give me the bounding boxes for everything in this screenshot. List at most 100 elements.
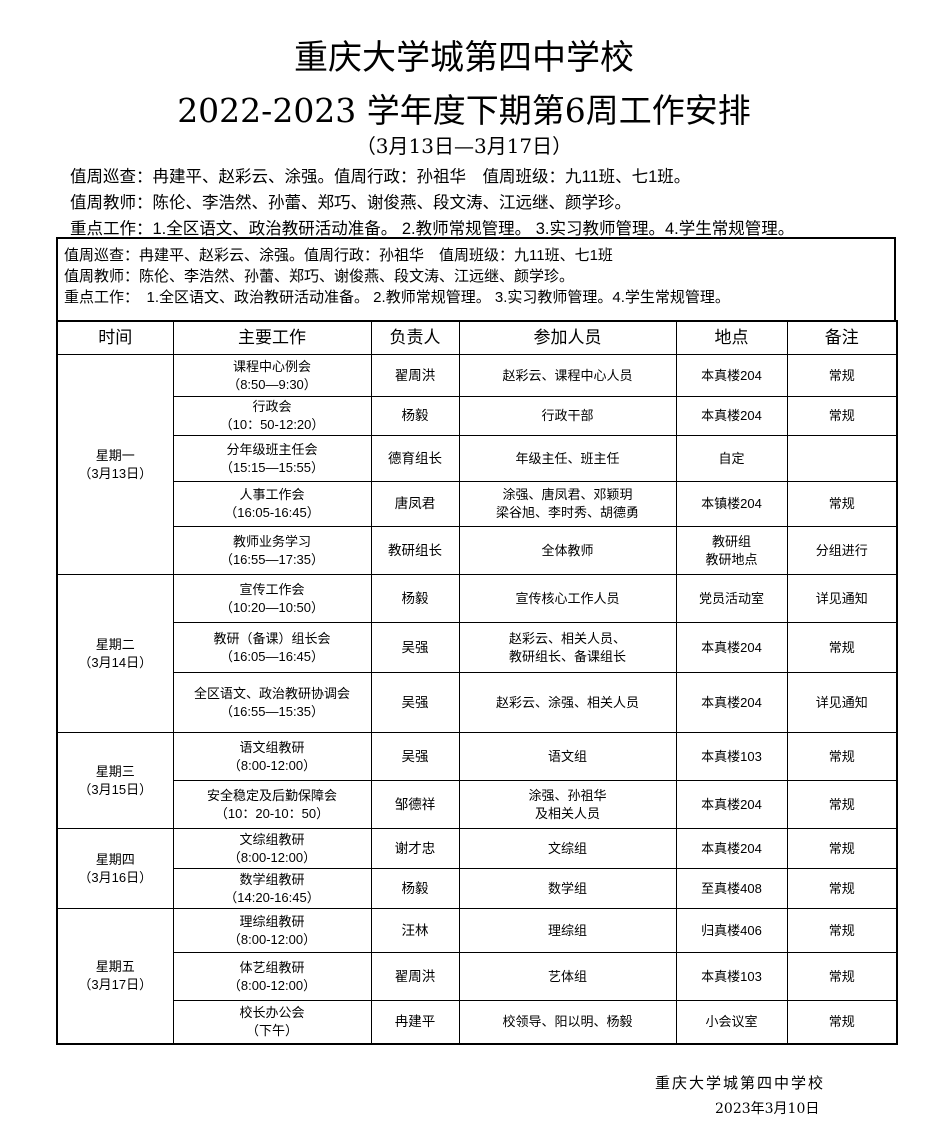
work-cell: 行政会 （10：50-12:20） (172, 396, 372, 436)
info-box: 值周巡查：冉建平、赵彩云、涂强。值周行政：孙祖华 值周班级：九11班、七1班 值… (56, 237, 896, 320)
table-row: 星期二 （3月14日） 宣传工作会 （10:20—10:50） 杨毅 宣传核心工作人员 党员… (56, 574, 898, 733)
box-line-patrol: 值周巡查：冉建平、赵彩云、涂强。值周行政：孙祖华 值周班级：九11班、七1班 (64, 247, 613, 264)
note-cell (786, 435, 898, 482)
table-row: 安全稳定及后勤保障会 （10：20-10：50） 邹德祥 涂强、孙祖华 及相关人员 本真… (57, 780, 898, 829)
lead-cell: 吴强 (370, 672, 460, 733)
place-cell: 本真楼204 (675, 672, 788, 733)
people-cell: 校领导、阳以明、杨毅 (458, 1000, 677, 1044)
work-cell: 全区语文、政治教研协调会 （16:55—15:35） (172, 672, 372, 733)
note-cell: 常规 (786, 952, 898, 1001)
table-row: 体艺组教研 （8:00-12:00） 翟周洪 艺体组 本真楼103 常规 (57, 952, 898, 1001)
place-cell: 至真楼408 (675, 868, 788, 909)
day-cell: 星期五 （3月17日） (56, 908, 174, 1044)
header-place: 地点 (675, 320, 788, 355)
info-line-teachers: 值周教师：陈伦、李浩然、孙蕾、郑巧、谢俊燕、段文涛、江远继、颜学珍。 (70, 194, 631, 212)
work-cell: 文综组教研 （8:00-12:00） (172, 828, 372, 869)
work-title: 安全稳定及后勤保障会 (206, 787, 337, 803)
day-date: （3月14日） (78, 654, 153, 670)
people-cell: 涂强、唐凤君、邓颖玥 梁谷旭、李时秀、胡德勇 (458, 481, 677, 527)
day-date: （3月17日） (78, 976, 153, 992)
people-cell: 赵彩云、相关人员、 教研组长、备课组长 (458, 622, 677, 673)
work-title: 人事工作会 (239, 487, 305, 502)
place-cell: 本真楼103 (675, 732, 788, 781)
people-cell: 理综组 (458, 908, 677, 953)
work-cell: 宣传工作会 （10:20—10:50） (172, 574, 372, 623)
header-row: 时间 主要工作 负责人 参加人员 地点 备注 (56, 320, 898, 355)
footer-school: 重庆大学城第四中学校 (655, 1074, 826, 1092)
lead-cell: 翟周洪 (370, 354, 460, 397)
work-title: 分年级班主任会 (226, 441, 318, 457)
note-cell: 常规 (786, 622, 898, 673)
work-time: （16:55—17:35） (219, 551, 325, 567)
work-title: 行政会 (252, 399, 292, 414)
day-cell: 星期一 （3月13日） (56, 354, 174, 575)
table-row: 教师业务学习 （16:55—17:35） 教研组长 全体教师 教研组 教研地点 分组进行 (57, 526, 898, 575)
header-time: 时间 (56, 320, 174, 355)
place-cell: 教研组 教研地点 (675, 526, 788, 575)
table-row: 全区语文、政治教研协调会 （16:55—15:35） 吴强 赵彩云、涂强、相关人员 本真… (57, 672, 898, 733)
people-cell: 赵彩云、课程中心人员 (458, 354, 677, 397)
table-row: 分年级班主任会 （15:15—15:55） 德育组长 年级主任、班主任 自定 (57, 435, 898, 482)
place-cell: 本真楼204 (675, 828, 788, 869)
note-cell: 详见通知 (786, 672, 898, 733)
day-name: 星期四 (95, 851, 135, 867)
work-cell: 分年级班主任会 （15:15—15:55） (172, 435, 372, 482)
work-time: （16:05-16:45） (224, 505, 320, 520)
table-row: 人事工作会 （16:05-16:45） 唐凤君 涂强、唐凤君、邓颖玥 梁谷旭、李时秀、… (57, 481, 898, 527)
place-cell: 小会议室 (675, 1000, 788, 1044)
date-range: （3月13日—3月17日） (355, 134, 573, 158)
lead-cell: 汪林 (370, 908, 460, 953)
box-line-key-work: 重点工作： 1.全区语文、政治教研活动准备。 2.教师常规管理。 3.实习教师管… (64, 289, 730, 306)
work-time: （10:20—10:50） (219, 599, 325, 615)
info-line-key-work: 重点工作：1.全区语文、政治教研活动准备。 2.教师常规管理。 3.实习教师管理… (70, 220, 795, 238)
table-row: 校长办公会 （下午） 冉建平 校领导、阳以明、杨毅 小会议室 常规 (57, 1000, 898, 1044)
work-time: （8:00-12:00） (227, 849, 317, 865)
note-cell: 常规 (786, 732, 898, 781)
people-cell: 语文组 (458, 732, 677, 781)
lead-cell: 教研组长 (370, 526, 460, 575)
work-cell: 理综组教研 （8:00-12:00） (172, 908, 372, 953)
lead-cell: 冉建平 (370, 1000, 460, 1044)
work-title: 文综组教研 (239, 831, 305, 847)
header-note: 备注 (786, 320, 898, 355)
note-cell: 常规 (786, 354, 898, 397)
lead-cell: 杨毅 (370, 868, 460, 909)
people-cell: 全体教师 (458, 526, 677, 575)
day-cell: 星期二 （3月14日） (56, 574, 174, 733)
day-name: 星期三 (95, 763, 135, 779)
lead-cell: 谢才忠 (370, 828, 460, 869)
work-time: （8:00-12:00） (227, 757, 317, 773)
page-title: 2022-2023 学年度下期第6周工作安排 (177, 91, 751, 130)
box-line-teachers: 值周教师：陈伦、李浩然、孙蕾、郑巧、谢俊燕、段文涛、江远继、颜学珍。 (64, 268, 575, 285)
table-row: 星期四 （3月16日） 文综组教研 （8:00-12:00） 谢才忠 文综组 本真楼204 常… (56, 828, 898, 909)
work-time: （16:05—16:45） (219, 648, 325, 664)
day-cell: 星期三 （3月15日） (56, 732, 174, 829)
work-title: 校长办公会 (239, 1004, 305, 1020)
work-cell: 数学组教研 （14:20-16:45） (172, 868, 372, 909)
lead-cell: 吴强 (370, 732, 460, 781)
note-cell: 常规 (786, 828, 898, 869)
lead-cell: 吴强 (370, 622, 460, 673)
people-cell: 年级主任、班主任 (458, 435, 677, 482)
school-title: 重庆大学城第四中学校 (294, 38, 634, 78)
people-cell: 文综组 (458, 828, 677, 869)
lead-cell: 杨毅 (370, 574, 460, 623)
place-cell: 本真楼204 (675, 396, 788, 436)
note-cell: 常规 (786, 780, 898, 829)
work-cell: 安全稳定及后勤保障会 （10：20-10：50） (172, 780, 372, 829)
place-cell: 党员活动室 (675, 574, 788, 623)
people-cell: 涂强、孙祖华 及相关人员 (458, 780, 677, 829)
work-time: （14:20-16:45） (224, 889, 320, 905)
work-cell: 语文组教研 （8:00-12:00） (172, 732, 372, 781)
place-cell: 本镇楼204 (675, 481, 788, 527)
day-date: （3月15日） (78, 781, 153, 797)
footer-date: 2023年3月10日 (715, 1101, 820, 1117)
work-cell: 体艺组教研 （8:00-12:00） (172, 952, 372, 1001)
work-title: 数学组教研 (239, 871, 305, 887)
work-cell: 人事工作会 （16:05-16:45） (172, 481, 372, 527)
note-cell: 常规 (786, 908, 898, 953)
table-row: 星期五 （3月17日） 理综组教研 （8:00-12:00） 汪林 理综组 归真楼406 常规 (56, 908, 898, 1044)
place-cell: 本真楼204 (675, 780, 788, 829)
table-row: 行政会 （10：50-12:20） 杨毅 行政干部 本真楼204 常规 (57, 396, 898, 436)
place-cell: 本真楼204 (675, 354, 788, 397)
